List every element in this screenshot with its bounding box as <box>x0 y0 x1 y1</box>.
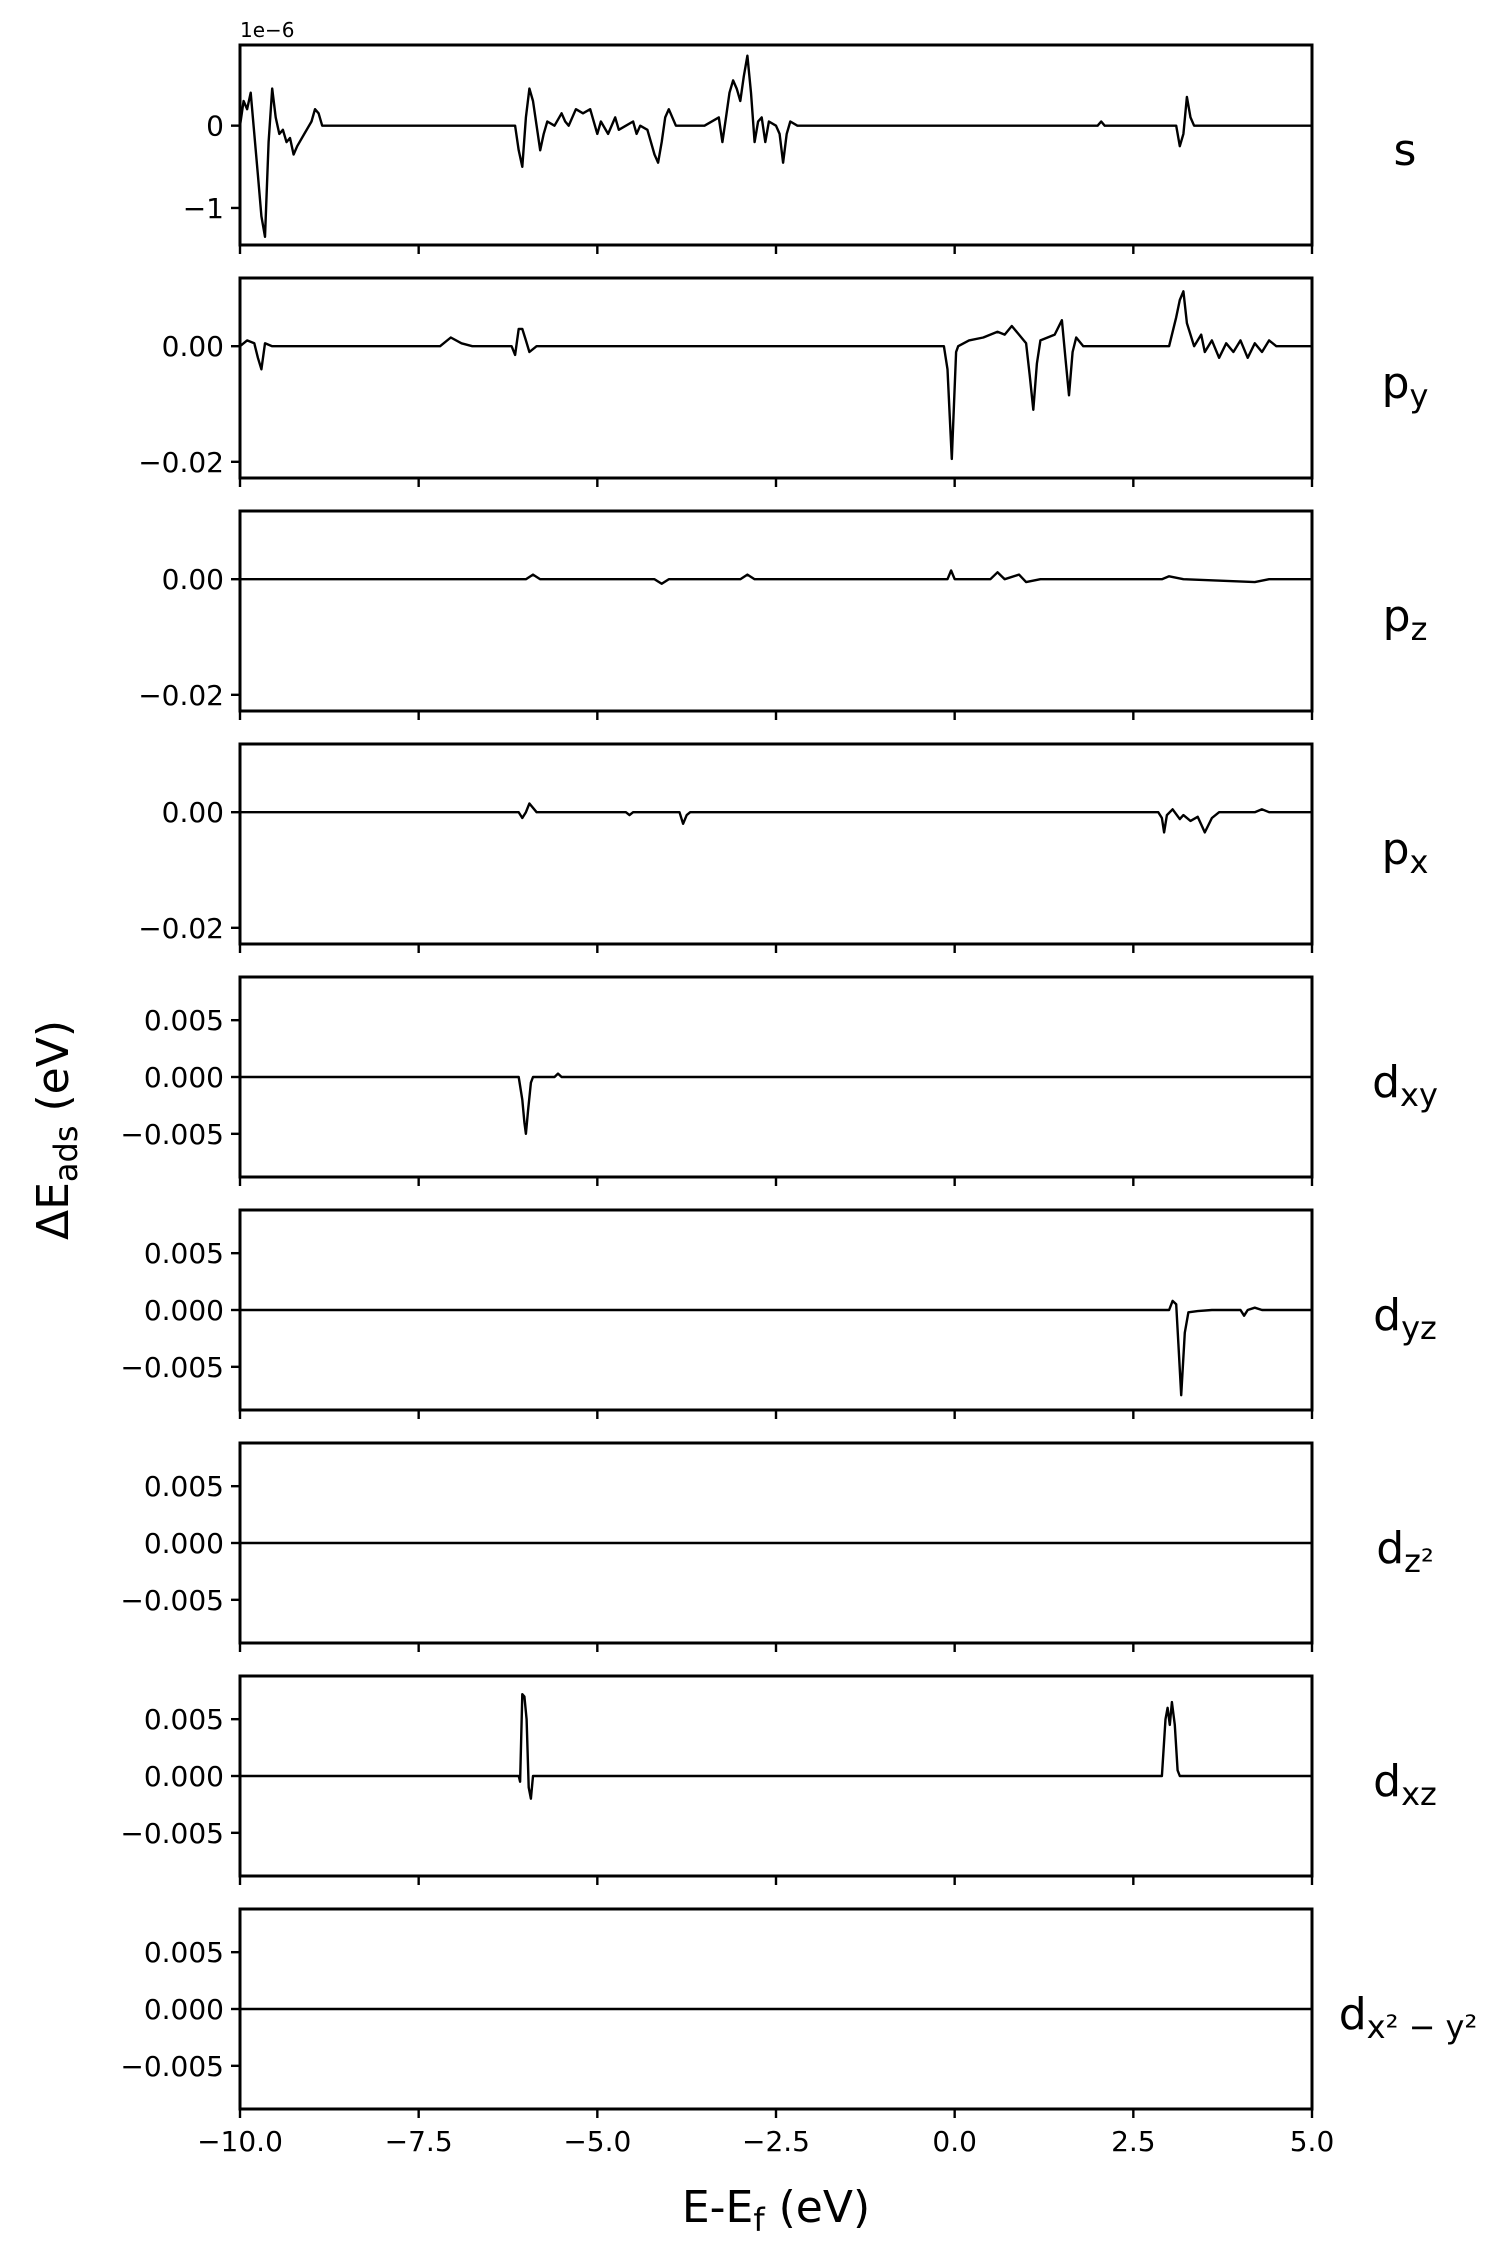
series-line <box>240 1693 1312 1800</box>
axis-titles: E-Ef (eV) ΔEads (eV) <box>28 1020 870 2239</box>
x-axis: −10.0 −7.5 −5.0 −2.5 0.0 2.5 5.0 <box>197 2125 1334 2158</box>
series-line <box>238 54 1312 238</box>
x-tick-label: −5.0 <box>563 2125 631 2158</box>
orbital-label: py <box>1382 358 1429 415</box>
y-tick-label: −0.005 <box>120 1817 224 1850</box>
y-tick-label: −0.02 <box>138 912 224 945</box>
orbital-label: dx² − y² <box>1339 1989 1478 2046</box>
subplot-panel: 0.00 −0.02 pz <box>138 509 1428 720</box>
panel-frame <box>238 742 1314 946</box>
y-tick-label: −0.005 <box>120 1118 224 1151</box>
x-tick-label: −7.5 <box>385 2125 453 2158</box>
orbital-label: px <box>1382 824 1429 881</box>
y-tick-label: 0.00 <box>162 563 224 596</box>
subplot-panel: 0 −1 1e−6 s <box>183 18 1417 254</box>
x-axis-title: E-Ef (eV) <box>682 2182 870 2239</box>
y-tick-label: 0.00 <box>162 330 224 363</box>
subplot-panel: 0.005 0.000 −0.005 dz² <box>120 1441 1434 1652</box>
orbital-label: dyz <box>1373 1290 1437 1347</box>
y-tick-label: −1 <box>183 192 224 225</box>
orbital-label: s <box>1394 125 1417 176</box>
y-tick-label: 0.000 <box>144 1760 224 1793</box>
orbital-label: dz² <box>1376 1523 1434 1580</box>
panel-frame <box>238 276 1314 480</box>
y-tick-label: −0.005 <box>120 1584 224 1617</box>
x-tick-label: −2.5 <box>742 2125 810 2158</box>
y-tick-label: 0.005 <box>144 1237 224 1270</box>
y-tick-label: −0.005 <box>120 2050 224 2083</box>
orbital-label: dxz <box>1373 1756 1437 1813</box>
subplot-panel: 0.005 0.000 −0.005 dxy <box>120 975 1438 1186</box>
y-tick-label: 0.005 <box>144 1004 224 1037</box>
y-tick-label: 0.000 <box>144 1527 224 1560</box>
panel-frame <box>238 509 1314 713</box>
x-tick-label: −10.0 <box>197 2125 283 2158</box>
y-tick-label: −0.02 <box>138 679 224 712</box>
subplot-group: 0 −1 1e−6 s 0.00 −0.02 py 0.00 −0.02 pz 0.00 −0.02 p… <box>120 18 1477 2118</box>
subplot-panel: 0.00 −0.02 px <box>138 742 1429 953</box>
subplot-panel: 0.005 0.000 −0.005 dx² − y² <box>120 1907 1478 2118</box>
orbital-label: pz <box>1383 591 1428 648</box>
x-tick-label: 0.0 <box>932 2125 977 2158</box>
y-tick-label: −0.005 <box>120 1351 224 1384</box>
subplot-panel: 0.00 −0.02 py <box>138 276 1429 487</box>
x-tick-label: 5.0 <box>1290 2125 1335 2158</box>
subplot-panel: 0.005 0.000 −0.005 dyz <box>120 1208 1437 1419</box>
series-line <box>240 1299 1312 1397</box>
x-tick-label: 2.5 <box>1111 2125 1156 2158</box>
series-line <box>240 569 1312 585</box>
series-line <box>240 802 1312 834</box>
y-tick-label: 0.000 <box>144 1294 224 1327</box>
series-line <box>239 290 1312 461</box>
y-tick-label: 0.00 <box>162 796 224 829</box>
y-tick-label: 0.005 <box>144 1703 224 1736</box>
y-tick-label: 0.000 <box>144 1993 224 2026</box>
offset-text: 1e−6 <box>240 18 295 42</box>
y-tick-label: −0.02 <box>138 446 224 479</box>
subplot-panel: 0.005 0.000 −0.005 dxz <box>120 1674 1437 1885</box>
series-line <box>240 1072 1312 1135</box>
panel-frame <box>238 43 1314 247</box>
y-tick-label: 0.005 <box>144 1936 224 1969</box>
y-tick-label: 0 <box>206 110 224 143</box>
y-axis-title: ΔEads (eV) <box>28 1020 85 1240</box>
y-tick-label: 0.005 <box>144 1470 224 1503</box>
y-tick-label: 0.000 <box>144 1061 224 1094</box>
orbital-label: dxy <box>1372 1057 1438 1114</box>
